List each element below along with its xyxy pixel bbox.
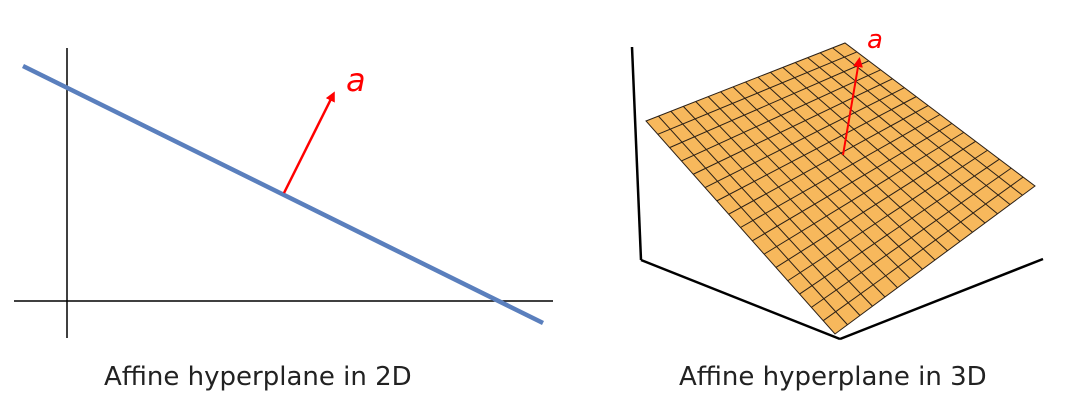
grid-line — [770, 71, 961, 242]
back-right-edge — [839, 257, 1044, 341]
vector-label-a: a — [346, 61, 366, 99]
diagram-2d: a — [14, 48, 553, 338]
back-left-edge — [640, 258, 841, 341]
grid-line — [799, 158, 1000, 295]
normal-vector-a — [282, 91, 335, 194]
grid-line — [822, 176, 1024, 322]
grid-line — [782, 66, 973, 233]
hyperplane-line — [22, 63, 544, 326]
vector-label-a-3d: a — [867, 25, 883, 55]
grid-line — [775, 140, 976, 268]
caption-3d: Affine hyperplane in 3D — [679, 362, 987, 392]
panel-3d: a Affine hyperplane in 3D — [600, 0, 1070, 417]
grid-line — [807, 57, 998, 215]
diagram-3d: a — [630, 25, 1044, 341]
grid-line — [811, 167, 1012, 308]
grid-line — [763, 131, 965, 255]
grid-line — [819, 52, 1011, 205]
z-axis — [630, 46, 643, 261]
panel-2d: a Affine hyperplane in 2D — [14, 48, 553, 392]
caption-2d: Affine hyperplane in 2D — [104, 362, 412, 392]
grid-line — [752, 123, 953, 242]
grid-line — [794, 62, 986, 224]
grid-line — [832, 47, 1023, 196]
normal-vector-a-3d — [842, 57, 863, 156]
grid-line — [740, 114, 941, 228]
grid-line — [787, 149, 988, 282]
hyperplane-surface — [645, 42, 1036, 335]
grid-line — [757, 76, 948, 252]
